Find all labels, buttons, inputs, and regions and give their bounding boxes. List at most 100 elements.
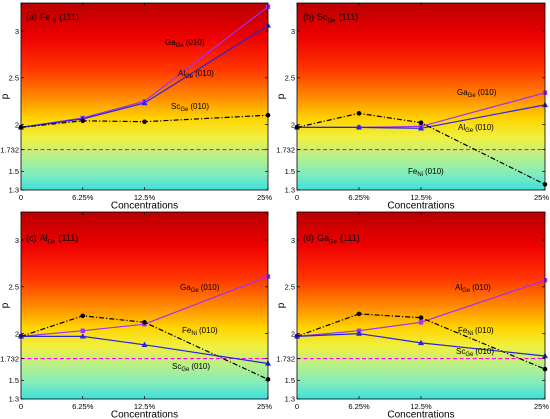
series-line-fe-ni (296, 313, 546, 370)
y-axis-label: p (276, 302, 287, 308)
x-tick-label: 12.5% (410, 402, 432, 411)
panel-title-tag: (a) (26, 12, 37, 22)
series-label-element: Al (458, 123, 465, 132)
y-tick-label: 1.732 (0, 354, 19, 363)
y-tick-label: 1.5 (9, 167, 19, 176)
y-tick-label: 1.732 (0, 145, 19, 154)
series-label-plane: (010) (475, 326, 494, 335)
series-label-subscript: Ge (462, 288, 471, 294)
y-tick-label: 1.5 (285, 167, 295, 176)
series-line-fe-ni (296, 112, 546, 185)
panel-title-plane: (111) (59, 233, 79, 243)
series-label-subscript: Ge (185, 74, 194, 80)
data-point-fe-ni-1 (356, 311, 362, 317)
y-tick-label: 1.732 (276, 145, 295, 154)
y-tick-label: 2 (15, 120, 19, 129)
panel-b: 1.3 1.5 1.732 2 2.5 3 0 6.25% 12.5% 25% Concentrat… (276, 2, 549, 212)
y-tick-label: 1.3 (9, 395, 19, 404)
panel-title-element: Fe (40, 12, 51, 22)
series-label-ga-ge: GaGe (010) (457, 88, 497, 99)
data-point-sc-ge-1 (79, 333, 86, 339)
x-tick-label: 25% (534, 402, 549, 411)
data-point-sc-ge-2 (418, 339, 424, 346)
series-line-sc-ge (296, 332, 546, 357)
series-label-subscript: Ni (191, 331, 197, 337)
panel-title-element: Ga (317, 233, 329, 243)
data-point-sc-ge-2 (142, 119, 147, 125)
x-tick-label: 6.25% (72, 402, 94, 411)
plot-background (21, 212, 268, 399)
series-line-fe-ni (20, 315, 269, 380)
series-label-al-ge: AlGe (010) (178, 69, 214, 80)
x-axis-label: Concentrations (111, 410, 178, 419)
series-label-plane: (010) (191, 362, 210, 371)
x-tick-label: 12.5% (134, 193, 156, 202)
panel-d: 1.3 1.5 1.732 2 2.5 3 0 6.25% 12.5% 25% Concentrat… (276, 211, 549, 419)
panel-title: (b) ScGe (111) (303, 12, 358, 25)
x-tick-label: 12.5% (410, 193, 432, 202)
y-tick-label: 1.5 (9, 376, 19, 385)
series-label-fe-ni: FeNi (010) (182, 326, 218, 337)
y-tick-label: 3 (291, 27, 295, 36)
y-tick-label: 1.732 (276, 354, 295, 363)
series-label-sc-ge: ScGe (010) (171, 102, 209, 113)
y-tick-label: 2 (15, 329, 19, 338)
x-tick-label: 25% (257, 402, 272, 411)
x-tick-label: 12.5% (134, 402, 156, 411)
panel-title-subscript: Ge (48, 240, 57, 246)
series-label-element: Ga (457, 88, 468, 97)
y-axis-label: p (0, 93, 11, 99)
data-point-ga-ge-1 (80, 328, 85, 333)
data-point-al-ge-2 (141, 99, 148, 106)
panel-title-subscript: Ni (51, 19, 57, 25)
plot-background (297, 212, 545, 399)
series-label-plane: (010) (190, 102, 209, 111)
series-label-fe-ni: FeNi (010) (458, 326, 494, 337)
series-line-al-ge (297, 104, 546, 129)
data-point-sc-ge-2 (141, 341, 148, 347)
y-tick-label: 2 (291, 329, 295, 338)
y-tick-label: 3 (291, 236, 295, 245)
series-label-al-ge: AlGe (010) (455, 283, 491, 294)
series-line-ga-ge (20, 275, 269, 337)
data-point-sc-ge-1 (356, 330, 362, 336)
x-tick-label: 0 (19, 193, 23, 202)
plot-background (21, 3, 268, 190)
x-axis-label: Concentrations (387, 410, 454, 419)
x-tick-label: 6.25% (348, 193, 370, 202)
series-label-sc-ge: ScGe (010) (456, 347, 494, 358)
series-label-plane: (010) (195, 69, 214, 78)
series-label-fe-ni: FeNi (010) (408, 167, 444, 178)
panel-title-tag: (c) (26, 233, 37, 243)
data-point-fe-ni-2 (418, 315, 424, 320)
panel-title-tag: (d) (303, 233, 314, 243)
data-point-al-ge-1 (356, 124, 362, 130)
x-axis-label: Concentrations (111, 201, 178, 212)
series-label-subscript: Ge (191, 288, 200, 294)
x-tick-label: 25% (534, 193, 549, 202)
series-label-plane: (010) (472, 283, 491, 292)
series-line-sc-ge (20, 114, 269, 128)
data-point-fe-ni-1 (356, 111, 362, 116)
series-label-plane: (010) (475, 347, 494, 356)
series-label-subscript: Ni (417, 172, 423, 178)
series-label-element: Fe (182, 326, 192, 335)
series-label-element: Fe (408, 167, 418, 176)
plot-background (297, 3, 545, 190)
series-label-element: Sc (456, 347, 465, 356)
series-label-ga-ge: GaGe (010) (180, 283, 220, 294)
series-label-subscript: Ge (176, 43, 185, 49)
x-tick-label: 0 (295, 402, 299, 411)
y-tick-label: 2.5 (285, 283, 295, 292)
x-tick-label: 25% (257, 193, 272, 202)
series-label-element: Sc (171, 102, 180, 111)
panel-title-subscript: Ge (329, 240, 338, 246)
series-label-subscript: Ge (180, 107, 189, 113)
panel-title-element: Sc (317, 12, 328, 22)
y-axis-label: p (0, 302, 11, 308)
panel-title-plane: (111) (339, 12, 359, 22)
y-tick-label: 1.3 (285, 186, 295, 195)
series-label-element: Al (455, 283, 462, 292)
data-point-al-ge-2 (418, 320, 424, 325)
